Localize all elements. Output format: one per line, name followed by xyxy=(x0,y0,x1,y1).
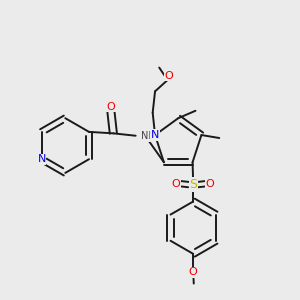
Text: O: O xyxy=(189,267,197,277)
Text: O: O xyxy=(206,179,214,189)
Text: O: O xyxy=(172,179,181,189)
Text: O: O xyxy=(106,102,115,112)
Text: NH: NH xyxy=(141,131,156,141)
Text: N: N xyxy=(38,154,46,164)
Text: O: O xyxy=(165,71,173,81)
Text: S: S xyxy=(189,178,197,191)
Text: N: N xyxy=(151,130,159,140)
